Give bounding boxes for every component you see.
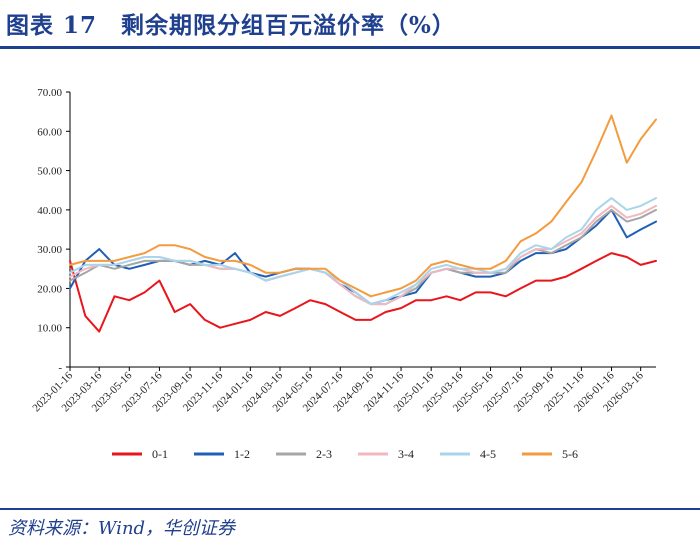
- legend-label-4-5: 4-5: [480, 447, 496, 461]
- source-rule: [0, 508, 700, 510]
- y-axis-labels: - 10.00 20.00 30.00 40.00 50.00 60.00 70.00: [37, 87, 62, 374]
- line-chart: 2023-01-162023-03-162023-05-162023-07-16…: [30, 87, 657, 461]
- chart-legend: 0-1 1-2 2-3 3-4 4-5 5-6: [112, 447, 578, 461]
- y-tick-label: 20.00: [37, 283, 62, 295]
- title-rule: [0, 46, 700, 49]
- y-tick-label: 30.00: [37, 244, 62, 256]
- legend-label-3-4: 3-4: [398, 447, 414, 461]
- y-tick-label: 70.00: [37, 87, 62, 99]
- chart-axes: [66, 91, 656, 371]
- legend-label-1-2: 1-2: [234, 447, 250, 461]
- y-tick-label: 40.00: [37, 205, 62, 217]
- legend-label-0-1: 0-1: [152, 447, 168, 461]
- x-axis-labels: 2023-01-162023-03-162023-05-162023-07-16…: [30, 369, 646, 414]
- y-tick-label: 60.00: [37, 126, 62, 138]
- legend-label-5-6: 5-6: [562, 447, 578, 461]
- series-line-5-6: [69, 114, 657, 298]
- chart-series: [69, 114, 657, 333]
- source-note: 资料来源：Wind，华创证券: [8, 518, 236, 539]
- y-tick-label: 50.00: [37, 166, 62, 178]
- y-tick-label: 10.00: [37, 323, 62, 335]
- series-line-4-5: [69, 197, 657, 306]
- chart-title: 图表 17 剩余期限分组百元溢价率（%）: [6, 12, 456, 39]
- legend-label-2-3: 2-3: [316, 447, 332, 461]
- y-tick-label: -: [58, 362, 62, 374]
- series-line-0-1: [69, 252, 657, 333]
- series-line-3-4: [69, 204, 657, 306]
